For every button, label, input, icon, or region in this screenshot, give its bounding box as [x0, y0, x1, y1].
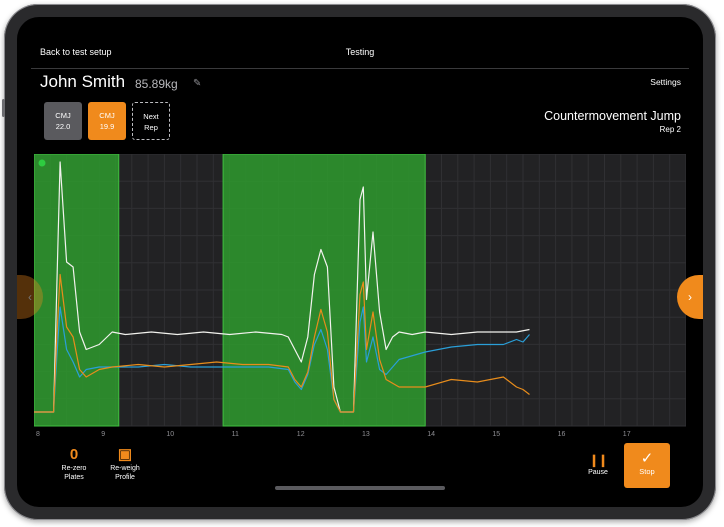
- highlight-region-1: [34, 154, 120, 427]
- rezero-plates-button[interactable]: 0 Re-zero Plates: [55, 446, 93, 482]
- zero-icon: 0: [69, 446, 79, 463]
- x-tick-label: 11: [232, 431, 239, 438]
- home-indicator: [275, 486, 445, 490]
- x-tick-label: 10: [166, 431, 174, 438]
- x-tick-label: 9: [101, 431, 105, 438]
- pause-label: Pause: [588, 469, 608, 476]
- header-divider: [31, 68, 689, 69]
- check-icon: ✓: [640, 450, 654, 467]
- tablet-frame: Back to test setup Testing John Smith 85…: [2, 4, 716, 520]
- rep-1-value: 22.0: [55, 122, 71, 131]
- stop-label: Stop: [639, 467, 655, 476]
- rezero-line2: Plates: [64, 474, 84, 481]
- series-line-right: [34, 273, 530, 413]
- next-rep-button[interactable]: Next Rep: [132, 102, 170, 140]
- x-tick-label: 12: [297, 431, 305, 438]
- force-chart: 8 9 10 11 12 13 14 15 16 17: [34, 154, 686, 438]
- edit-icon[interactable]: ✎: [193, 78, 202, 89]
- rep-button-2[interactable]: CMJ 19.9: [88, 102, 126, 140]
- rep-label: Rep 2: [659, 125, 681, 134]
- x-tick-label: 17: [623, 431, 631, 438]
- series-line-total: [34, 161, 530, 413]
- back-button[interactable]: Back to test setup: [40, 47, 112, 57]
- reweigh-line2: Profile: [115, 474, 135, 481]
- side-button: [2, 99, 5, 117]
- stop-button[interactable]: ✓ Stop: [624, 443, 670, 488]
- rezero-line1: Re-zero: [61, 465, 87, 472]
- next-rep-line1: Next: [143, 112, 159, 121]
- rep-2-value: 19.9: [99, 122, 115, 131]
- next-rep-line2: Rep: [144, 123, 158, 132]
- settings-button[interactable]: Settings: [650, 77, 681, 87]
- series-line-left: [34, 306, 530, 413]
- reweigh-profile-button[interactable]: ▣ Re-weigh Profile: [100, 446, 150, 482]
- x-tick-label: 16: [558, 431, 566, 438]
- x-tick-label: 8: [36, 431, 40, 438]
- reweigh-line1: Re-weigh: [110, 465, 140, 472]
- rep-2-test: CMJ: [99, 111, 115, 120]
- scale-icon: ▣: [117, 446, 133, 463]
- pause-icon: ❙❙: [588, 453, 608, 467]
- test-name: Countermovement Jump: [544, 109, 681, 123]
- athlete-weight: 85.89kg: [135, 77, 178, 91]
- athlete-name: John Smith: [40, 72, 126, 91]
- rep-button-1[interactable]: CMJ 22.0: [44, 102, 82, 140]
- pause-button[interactable]: ❙❙ Pause: [580, 451, 616, 476]
- x-tick-label: 14: [427, 431, 435, 438]
- x-tick-label: 13: [362, 431, 370, 438]
- recording-dot: [38, 159, 46, 167]
- rep-1-test: CMJ: [55, 111, 71, 120]
- highlight-region-2: [222, 154, 426, 427]
- top-bar: Back to test setup Testing: [17, 17, 703, 69]
- x-tick-label: 15: [492, 431, 500, 438]
- app-screen: Back to test setup Testing John Smith 85…: [17, 17, 703, 507]
- screen-title: Testing: [345, 47, 375, 57]
